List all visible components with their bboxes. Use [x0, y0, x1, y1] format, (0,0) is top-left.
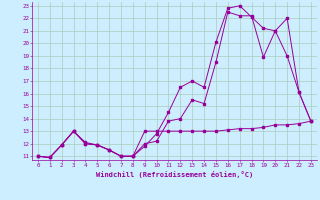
X-axis label: Windchill (Refroidissement éolien,°C): Windchill (Refroidissement éolien,°C) [96, 171, 253, 178]
